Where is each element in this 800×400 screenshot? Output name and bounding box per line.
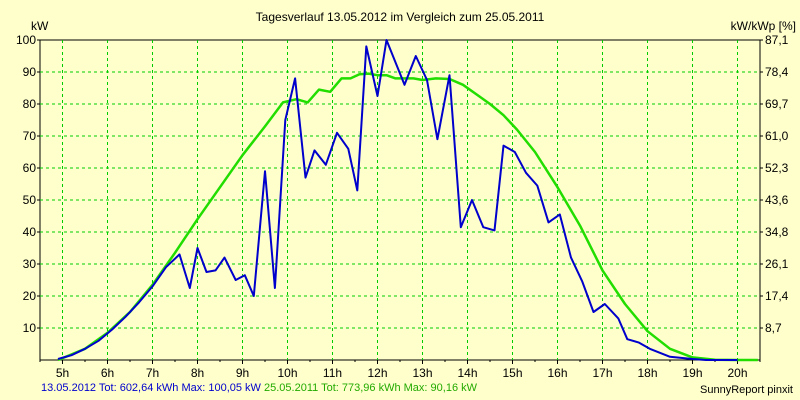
y-tick-label-right: 69,7 [765, 97, 789, 111]
y-tick-label-left: 100 [16, 33, 36, 47]
y-tick-label-left: 40 [23, 225, 37, 239]
series-line-s2012 [57, 39, 738, 361]
y-tick-label-left: 20 [23, 289, 37, 303]
y-tick-label-left: 60 [23, 161, 37, 175]
y-tick-label-right: 8,7 [765, 321, 782, 335]
legend-series-2012: 13.05.2012 Tot: 602,64 kWh Max: 100,05 k… [41, 382, 261, 394]
x-tick-label: 7h [146, 366, 159, 380]
y-axis-left: 10 20 30 40 50 60 70 80 90 100 [16, 33, 40, 335]
x-tick-label: 11h [323, 366, 342, 380]
x-tick-label: 12h [367, 366, 387, 380]
y-tick-label-left: 70 [23, 129, 37, 143]
y-tick-label-left: 90 [23, 65, 37, 79]
y-tick-label-right: 26,1 [765, 257, 789, 271]
y-tick-label-left: 50 [23, 193, 37, 207]
series-line-s2011 [57, 72, 758, 362]
x-tick-label: 20h [727, 366, 747, 380]
x-tick-label: 16h [547, 366, 567, 380]
x-tick-label: 10h [277, 366, 297, 380]
y-tick-label-left: 30 [23, 257, 37, 271]
credit-text: SunnyReport pinxit [700, 384, 793, 396]
y-tick-label-right: 87,1 [765, 33, 789, 47]
x-tick-label: 9h [236, 366, 249, 380]
x-tick-label: 8h [191, 366, 204, 380]
x-tick-label: 15h [502, 366, 522, 380]
y-tick-label-right: 78,4 [765, 65, 789, 79]
x-tick-label: 14h [457, 366, 477, 380]
x-tick-label: 13h [412, 366, 432, 380]
y-tick-label-left: 80 [23, 97, 37, 111]
y-tick-label-left: 10 [23, 321, 37, 335]
chart-title: Tagesverlauf 13.05.2012 im Vergleich zum… [255, 10, 545, 24]
legend-footer: 13.05.2012 Tot: 602,64 kWh Max: 100,05 k… [41, 382, 477, 394]
y-tick-label-right: 52,3 [765, 161, 789, 175]
x-tick-label: 6h [101, 366, 114, 380]
legend-series-2011: 25.05.2011 Tot: 773,96 kWh Max: 90,16 kW [264, 382, 477, 394]
x-tick-label: 17h [592, 366, 612, 380]
y-axis-left-label: kW [31, 19, 49, 33]
y-tick-label-right: 34,8 [765, 225, 789, 239]
y-axis-right-label: kW/kWp [%] [730, 19, 796, 33]
x-tick-label: 19h [682, 366, 702, 380]
x-tick-label: 5h [56, 366, 69, 380]
series-lines [57, 39, 758, 362]
x-axis: 5h 6h 7h 8h 9h 10h 11h 12h 13h 14h 15h 16h 17h 18h 19h… [39, 360, 761, 380]
x-tick-label: 18h [637, 366, 657, 380]
y-axis-right: 8,7 17,4 26,1 34,8 43,6 52,3 61,0 69,7 78,4 87,1 [760, 33, 789, 335]
y-tick-label-right: 61,0 [765, 129, 789, 143]
y-tick-label-right: 43,6 [765, 193, 789, 207]
y-tick-label-right: 17,4 [765, 289, 789, 303]
